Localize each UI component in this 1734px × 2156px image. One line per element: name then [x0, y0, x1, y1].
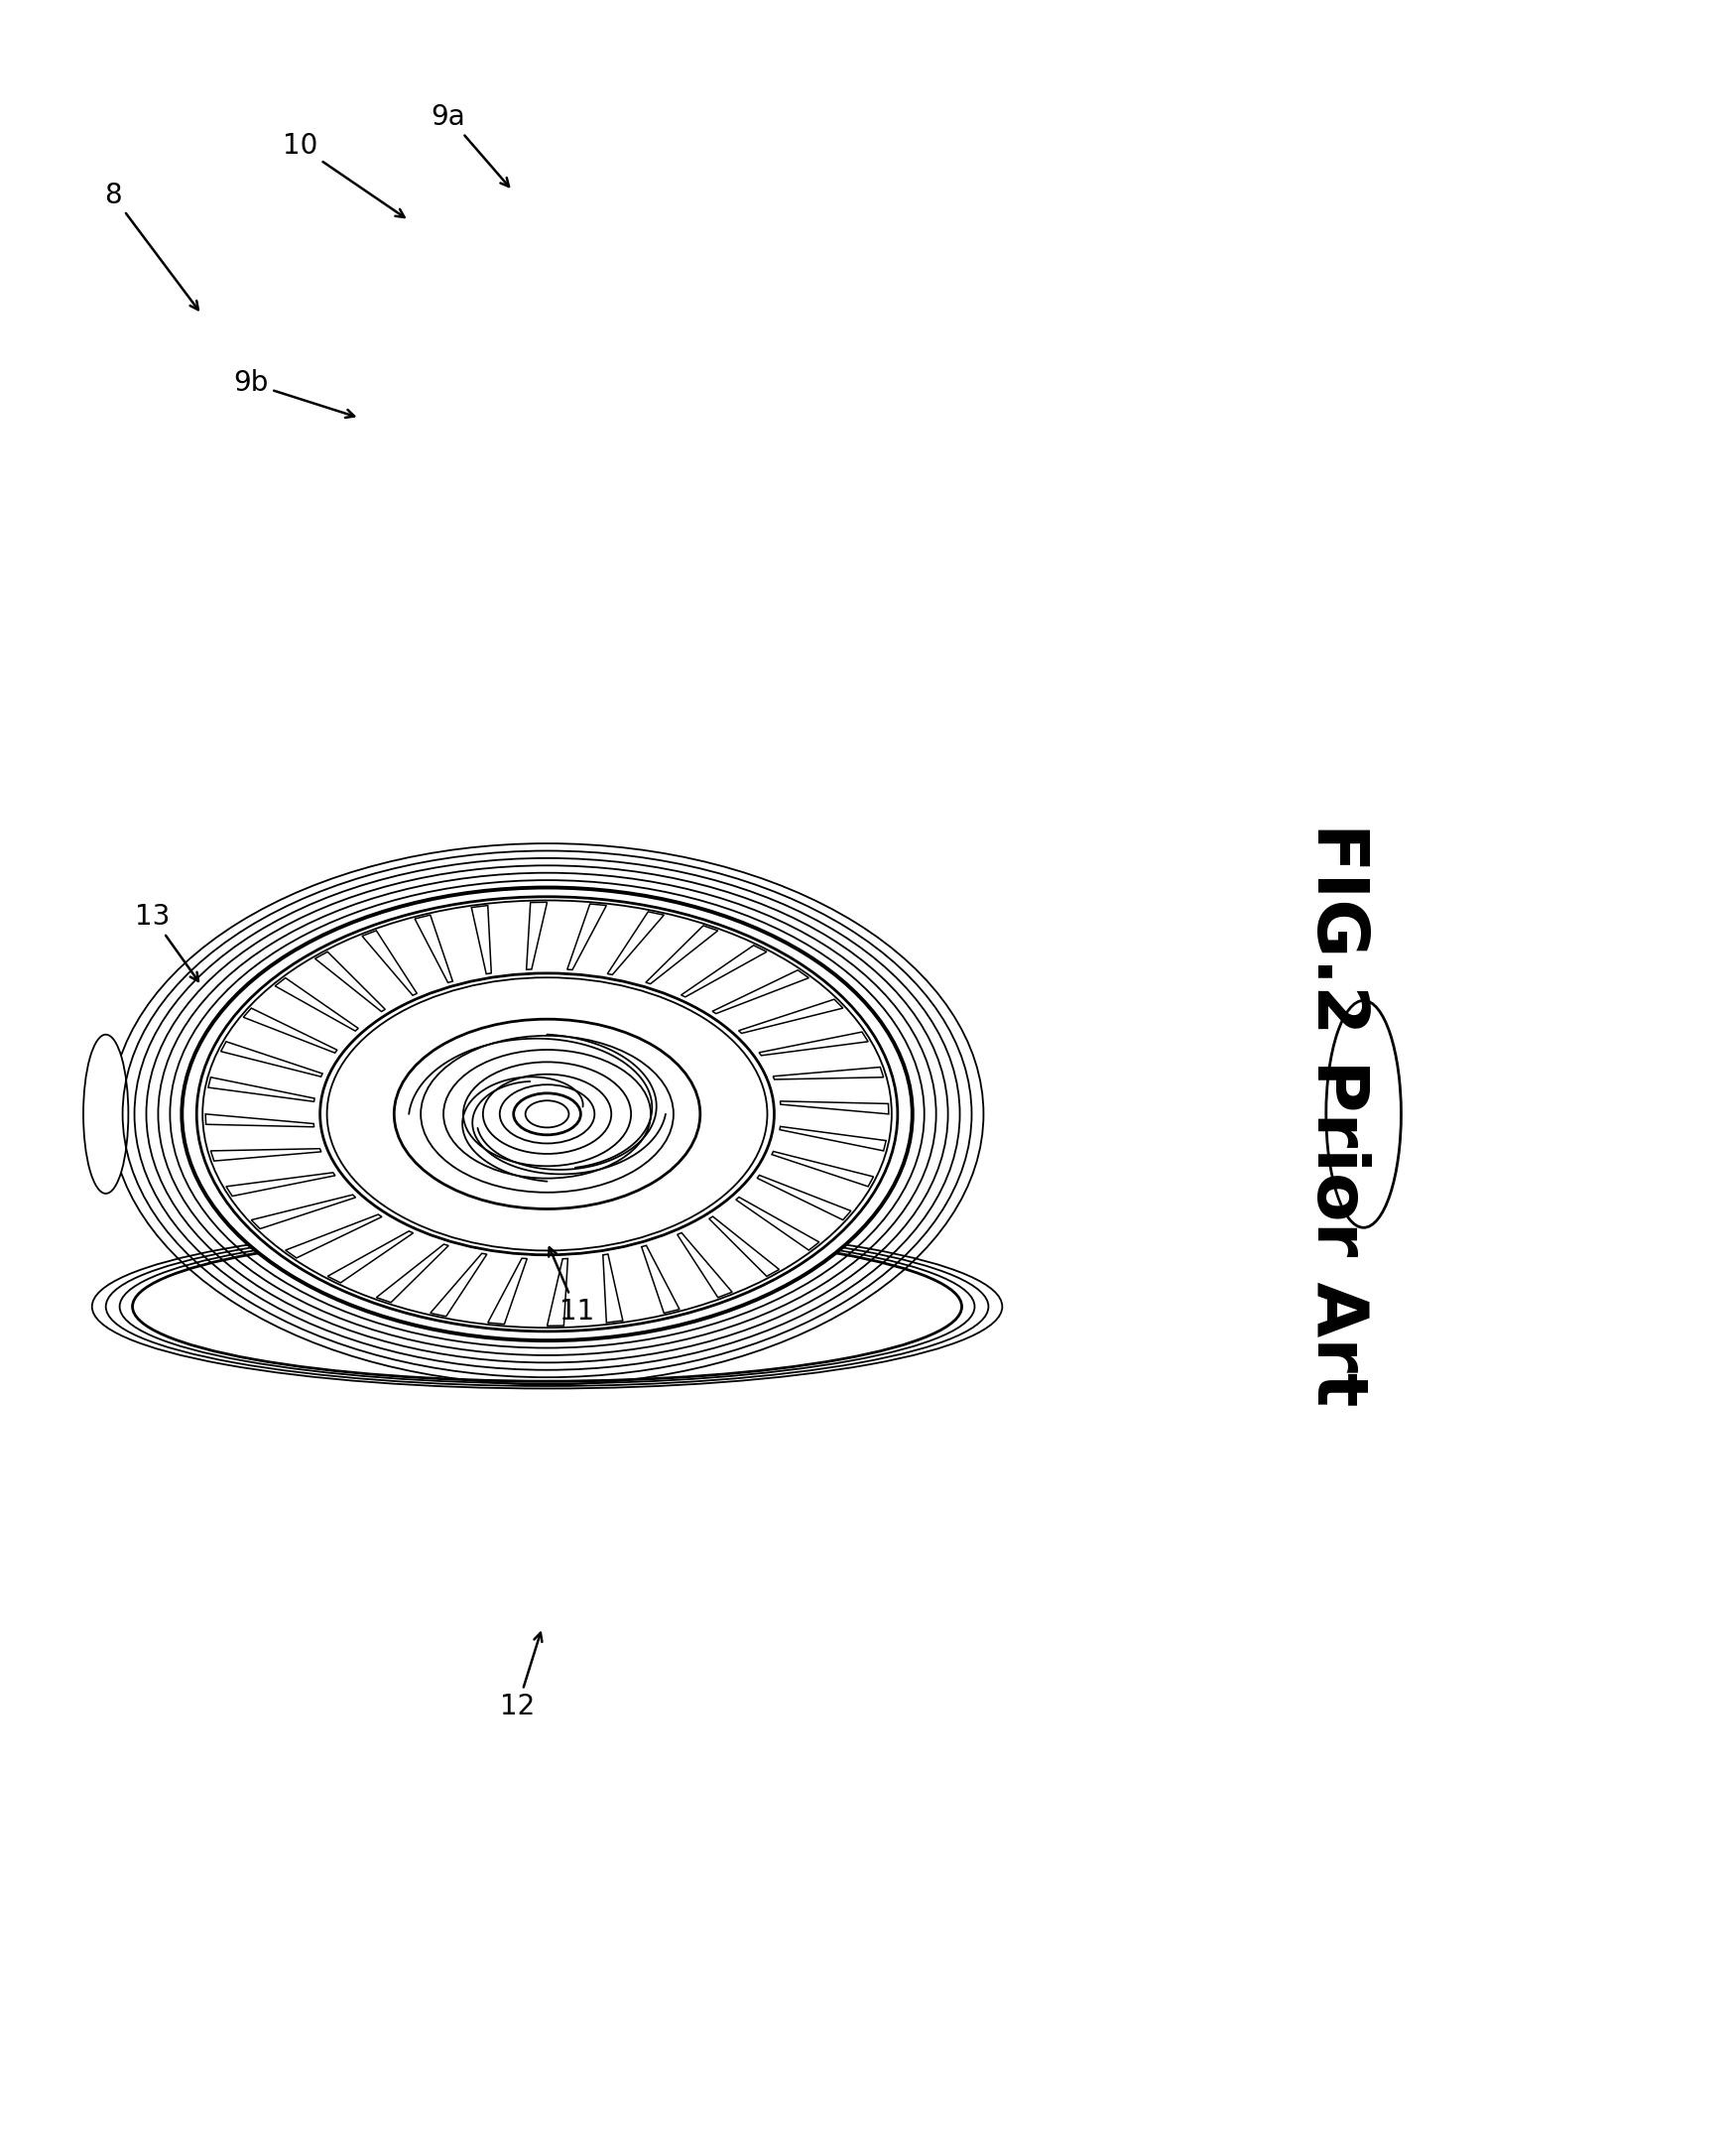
Polygon shape [362, 931, 416, 996]
Polygon shape [773, 1067, 884, 1080]
Polygon shape [487, 1259, 527, 1324]
Text: 10: 10 [283, 132, 404, 218]
Polygon shape [780, 1125, 886, 1151]
Ellipse shape [394, 1020, 701, 1210]
Polygon shape [472, 906, 491, 975]
Polygon shape [414, 914, 453, 983]
Polygon shape [759, 1033, 869, 1056]
Polygon shape [681, 944, 766, 996]
Polygon shape [206, 1115, 314, 1128]
Polygon shape [430, 1253, 487, 1317]
Ellipse shape [182, 888, 912, 1341]
Polygon shape [739, 998, 843, 1033]
Ellipse shape [321, 972, 773, 1255]
Ellipse shape [444, 1050, 650, 1179]
Text: 13: 13 [135, 903, 198, 981]
Polygon shape [642, 1246, 680, 1313]
Polygon shape [286, 1214, 381, 1257]
Polygon shape [709, 1216, 779, 1276]
Polygon shape [567, 903, 607, 970]
Polygon shape [548, 1259, 567, 1326]
Text: 9a: 9a [432, 103, 510, 188]
Ellipse shape [499, 1084, 595, 1143]
Text: 11: 11 [548, 1248, 595, 1326]
Polygon shape [276, 979, 359, 1031]
Ellipse shape [421, 1035, 673, 1192]
Polygon shape [220, 1041, 323, 1076]
Polygon shape [607, 912, 664, 975]
Text: FIG.2 Prior Art: FIG.2 Prior Art [1302, 821, 1372, 1406]
Ellipse shape [513, 1093, 581, 1134]
Polygon shape [208, 1078, 314, 1102]
Polygon shape [328, 1231, 413, 1283]
Ellipse shape [463, 1063, 631, 1166]
Polygon shape [251, 1194, 355, 1229]
Polygon shape [376, 1244, 449, 1302]
Polygon shape [678, 1233, 732, 1298]
Polygon shape [645, 925, 718, 983]
Polygon shape [772, 1151, 874, 1186]
Polygon shape [243, 1009, 336, 1052]
Text: 9b: 9b [234, 369, 354, 418]
Polygon shape [603, 1255, 623, 1322]
Ellipse shape [484, 1074, 612, 1153]
Polygon shape [758, 1175, 851, 1220]
Polygon shape [527, 901, 548, 970]
Polygon shape [316, 951, 385, 1011]
Text: 12: 12 [499, 1632, 543, 1720]
Polygon shape [735, 1197, 818, 1250]
Ellipse shape [83, 1035, 128, 1194]
Ellipse shape [196, 897, 898, 1332]
Ellipse shape [132, 1231, 962, 1382]
Polygon shape [780, 1102, 890, 1115]
Text: 8: 8 [104, 181, 198, 310]
Polygon shape [212, 1149, 321, 1160]
Polygon shape [713, 970, 808, 1013]
Ellipse shape [1327, 1000, 1401, 1227]
Polygon shape [225, 1173, 335, 1197]
